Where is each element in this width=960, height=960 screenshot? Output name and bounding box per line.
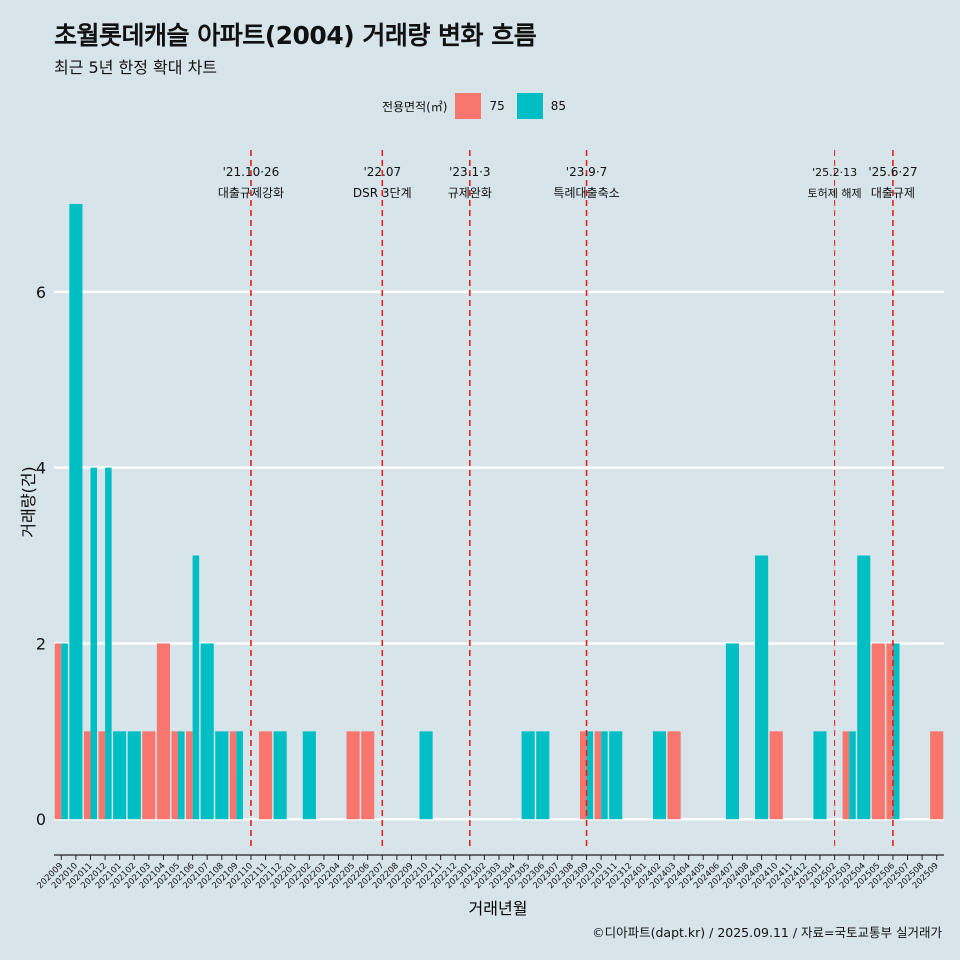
bar-75-202011: [83, 731, 91, 820]
x-axis-label: 거래년월: [469, 899, 528, 918]
bar-75-202503: [842, 731, 850, 820]
bars: [54, 203, 944, 820]
chart-subtitle: 최근 5년 한정 확대 차트: [54, 58, 218, 77]
bar-85-202109: [236, 731, 243, 820]
bar-85-202503: [849, 731, 856, 820]
bar-85-202506: [892, 643, 900, 820]
bar-85-202306: [536, 731, 550, 820]
event-date-202207: '22.07: [363, 165, 401, 179]
bar-75-202205: [346, 731, 360, 820]
bar-75-202310: [594, 731, 602, 820]
bar-75-202206: [361, 731, 375, 820]
source-caption: ©디아파트(dapt.kr) / 2025.09.11 / 자료=국토교통부 실…: [592, 925, 942, 940]
legend-label-85: 85: [550, 99, 567, 113]
bar-75-202410: [769, 731, 783, 820]
bar-85-202102: [127, 731, 141, 820]
bar-85-202310: [601, 731, 608, 820]
bar-75-202009: [54, 643, 62, 820]
bar-85-202009: [61, 643, 68, 820]
event-markers: '21.10·26 대출규제강화 '22.07 DSR 3단계 '23.1·3 규제완화 '…: [218, 150, 917, 850]
y-tick-label-0: 0: [36, 810, 46, 829]
bar-85-202504: [857, 555, 871, 820]
y-axis: 0 2 4 6: [36, 283, 46, 829]
bar-85-202101: [113, 731, 127, 820]
bar-75-202012: [98, 731, 106, 820]
bar-75-202109: [229, 731, 237, 820]
bar-85-202202: [302, 731, 316, 820]
bar-75-202309: [579, 731, 587, 820]
bar-75-202103: [142, 731, 156, 820]
event-date-202110: '21.10·26: [223, 165, 280, 179]
y-tick-label-2: 2: [36, 634, 46, 653]
y-axis-label: 거래량(건): [19, 466, 38, 537]
bar-85-202210: [419, 731, 433, 820]
bar-85-202305: [521, 731, 535, 820]
bar-85-202105: [178, 731, 185, 820]
bar-75-202509: [930, 731, 944, 820]
event-label-202110: 대출규제강화: [218, 186, 284, 200]
event-date-202309: '23.9·7: [566, 165, 607, 179]
legend-title: 전용면적(㎡): [381, 99, 448, 114]
bar-75-202111: [258, 731, 273, 820]
bar-85-202012: [105, 467, 112, 820]
legend: 전용면적(㎡) 75 85: [0, 93, 960, 119]
bar-85-202010: [69, 203, 83, 820]
bar-75-202106: [186, 731, 193, 820]
bar-85-202409: [755, 555, 769, 820]
y-tick-label-6: 6: [36, 283, 46, 302]
bar-85-202501: [813, 731, 827, 820]
y-tick-label-4: 4: [36, 459, 46, 478]
bar-75-202104: [156, 643, 170, 820]
bar-85-202402: [652, 731, 667, 820]
event-label-202506: 대출규제: [871, 186, 915, 200]
event-label-202301: 규제완화: [448, 186, 492, 200]
bar-85-202107: [200, 643, 214, 820]
bar-85-202311: [609, 731, 623, 820]
bar-85-202407: [725, 643, 740, 820]
legend-swatch-85: [516, 93, 543, 119]
event-date-202502: '25.2·13: [812, 166, 857, 179]
bar-85-202011: [90, 467, 98, 820]
bar-75-202105: [171, 731, 179, 820]
bar-85-202106: [192, 555, 200, 820]
bar-75-202505: [871, 643, 885, 820]
chart-title: 초월롯데캐슬 아파트(2004) 거래량 변화 흐름: [54, 21, 537, 50]
bar-85-202309: [586, 731, 594, 820]
legend-label-75: 75: [489, 99, 505, 113]
event-label-202502: 토허제 해제: [808, 186, 862, 200]
event-date-202301: '23.1·3: [449, 165, 490, 179]
x-axis: 2020092020102020112020122021012021022021…: [35, 854, 944, 891]
bar-85-202108: [215, 731, 229, 820]
event-label-202309: 특례대출축소: [553, 186, 619, 200]
event-date-202506: '25.6·27: [868, 165, 917, 179]
bar-75-202506: [886, 643, 893, 820]
bar-85-202112: [273, 731, 287, 820]
bar-75-202403: [667, 731, 681, 820]
event-label-202207: DSR 3단계: [353, 186, 412, 200]
legend-swatch-75: [455, 93, 482, 119]
